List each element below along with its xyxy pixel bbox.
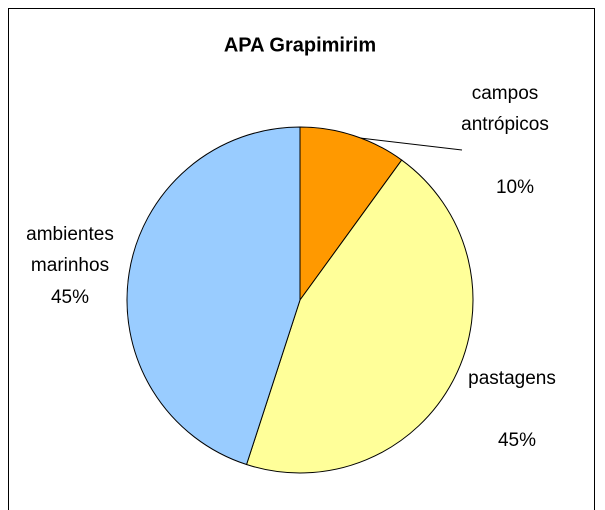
slice-value-label: 10% xyxy=(495,177,535,198)
slice-label: campos antrópicos xyxy=(461,83,549,135)
pie-slice xyxy=(299,126,403,302)
slice-value-label: 45% xyxy=(497,430,537,451)
slice-value-label: 45% xyxy=(50,287,90,308)
pie-slice xyxy=(126,126,301,466)
slice-label: pastagens xyxy=(468,368,556,389)
leader-line xyxy=(359,137,463,151)
slice-label: ambientes marinhos xyxy=(26,224,114,276)
chart-title: APA Grapimirim xyxy=(224,34,376,56)
pie-slice xyxy=(245,159,474,474)
